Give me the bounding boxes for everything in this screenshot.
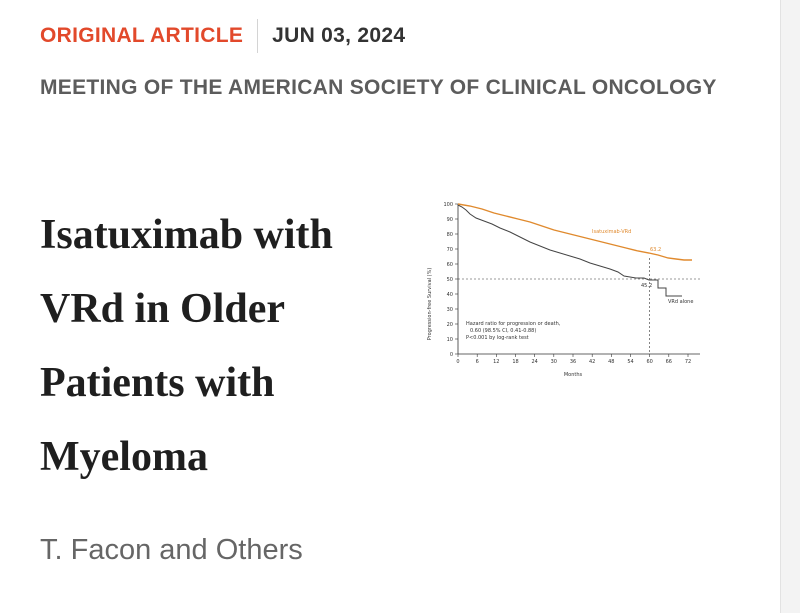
thumb-hazard-line-1: Hazard ratio for progression or death, (466, 321, 561, 327)
meta-divider (257, 19, 259, 53)
article-meta: ORIGINAL ARTICLE JUN 03, 2024 (40, 18, 405, 54)
thumb-x-tick-label: 18 (512, 359, 518, 365)
thumb-x-tick-label: 12 (493, 359, 499, 365)
thumb-y-tick-label: 80 (447, 232, 453, 238)
thumb-x-tick-label: 72 (685, 359, 691, 365)
thumb-y-tick-label: 30 (447, 307, 453, 313)
scrollbar-track[interactable] (780, 0, 800, 613)
thumb-vrd-label: VRd alone (668, 299, 693, 305)
article-title-link[interactable]: Isatuximab with VRd in Older Patients wi… (40, 212, 333, 480)
thumb-x-tick-label: 6 (476, 359, 479, 365)
thumb-ylabel: Progression-free Survival (%) (427, 268, 433, 341)
thumb-isa-vrd-curve (457, 203, 692, 261)
article-type-label: ORIGINAL ARTICLE (40, 24, 244, 47)
thumb-y-tick-label: 10 (447, 337, 453, 343)
thumb-x-tick-label: 66 (666, 359, 672, 365)
thumb-hazard-line-3: P<0.001 by log-rank test (466, 335, 529, 341)
thumb-y-ticks: 0 10 20 30 40 50 60 70 80 90 100 (443, 202, 458, 358)
thumb-x-tick-label: 42 (589, 359, 595, 365)
thumb-y-tick-label: 70 (447, 247, 453, 253)
thumb-y-tick-label: 50 (447, 277, 453, 283)
article-thumbnail-image[interactable]: Progression-free Survival (%) 0 10 20 30… (410, 192, 710, 392)
thumb-y-tick-label: 100 (443, 202, 453, 208)
thumb-y-tick-label: 20 (447, 322, 453, 328)
authors: T. Facon and Others (40, 534, 303, 566)
section-label: MEETING OF THE AMERICAN SOCIETY OF CLINI… (40, 76, 717, 99)
thumb-x-ticks: 0 6 12 18 24 30 36 42 48 54 60 66 72 (456, 354, 691, 365)
publication-date: JUN 03, 2024 (272, 24, 406, 47)
thumb-y-tick-label: 40 (447, 292, 453, 298)
thumb-vrd-value: 45.2 (641, 283, 652, 289)
thumb-x-tick-label: 24 (532, 359, 538, 365)
thumb-x-tick-label: 54 (627, 359, 633, 365)
thumb-x-tick-label: 60 (647, 359, 653, 365)
thumb-y-tick-label: 60 (447, 262, 453, 268)
thumb-y-tick-label: 0 (450, 352, 453, 358)
thumb-isa-label: Isatuximab-VRd (592, 229, 631, 235)
thumb-isa-value: 63.2 (650, 247, 661, 253)
thumb-hazard-line-2: 0.60 (98.5% CI, 0.41-0.88) (470, 328, 536, 334)
thumb-y-tick-label: 90 (447, 217, 453, 223)
thumb-x-tick-label: 36 (570, 359, 576, 365)
thumb-x-tick-label: 48 (608, 359, 614, 365)
thumb-x-tick-label: 30 (551, 359, 557, 365)
thumb-xlabel: Months (564, 372, 583, 378)
article-card[interactable]: ORIGINAL ARTICLE JUN 03, 2024 MEETING OF… (0, 0, 780, 613)
survival-curve-graphic: Progression-free Survival (%) 0 10 20 30… (427, 202, 700, 378)
thumb-x-tick-label: 0 (456, 359, 459, 365)
thumb-vrd-curve (457, 204, 682, 297)
